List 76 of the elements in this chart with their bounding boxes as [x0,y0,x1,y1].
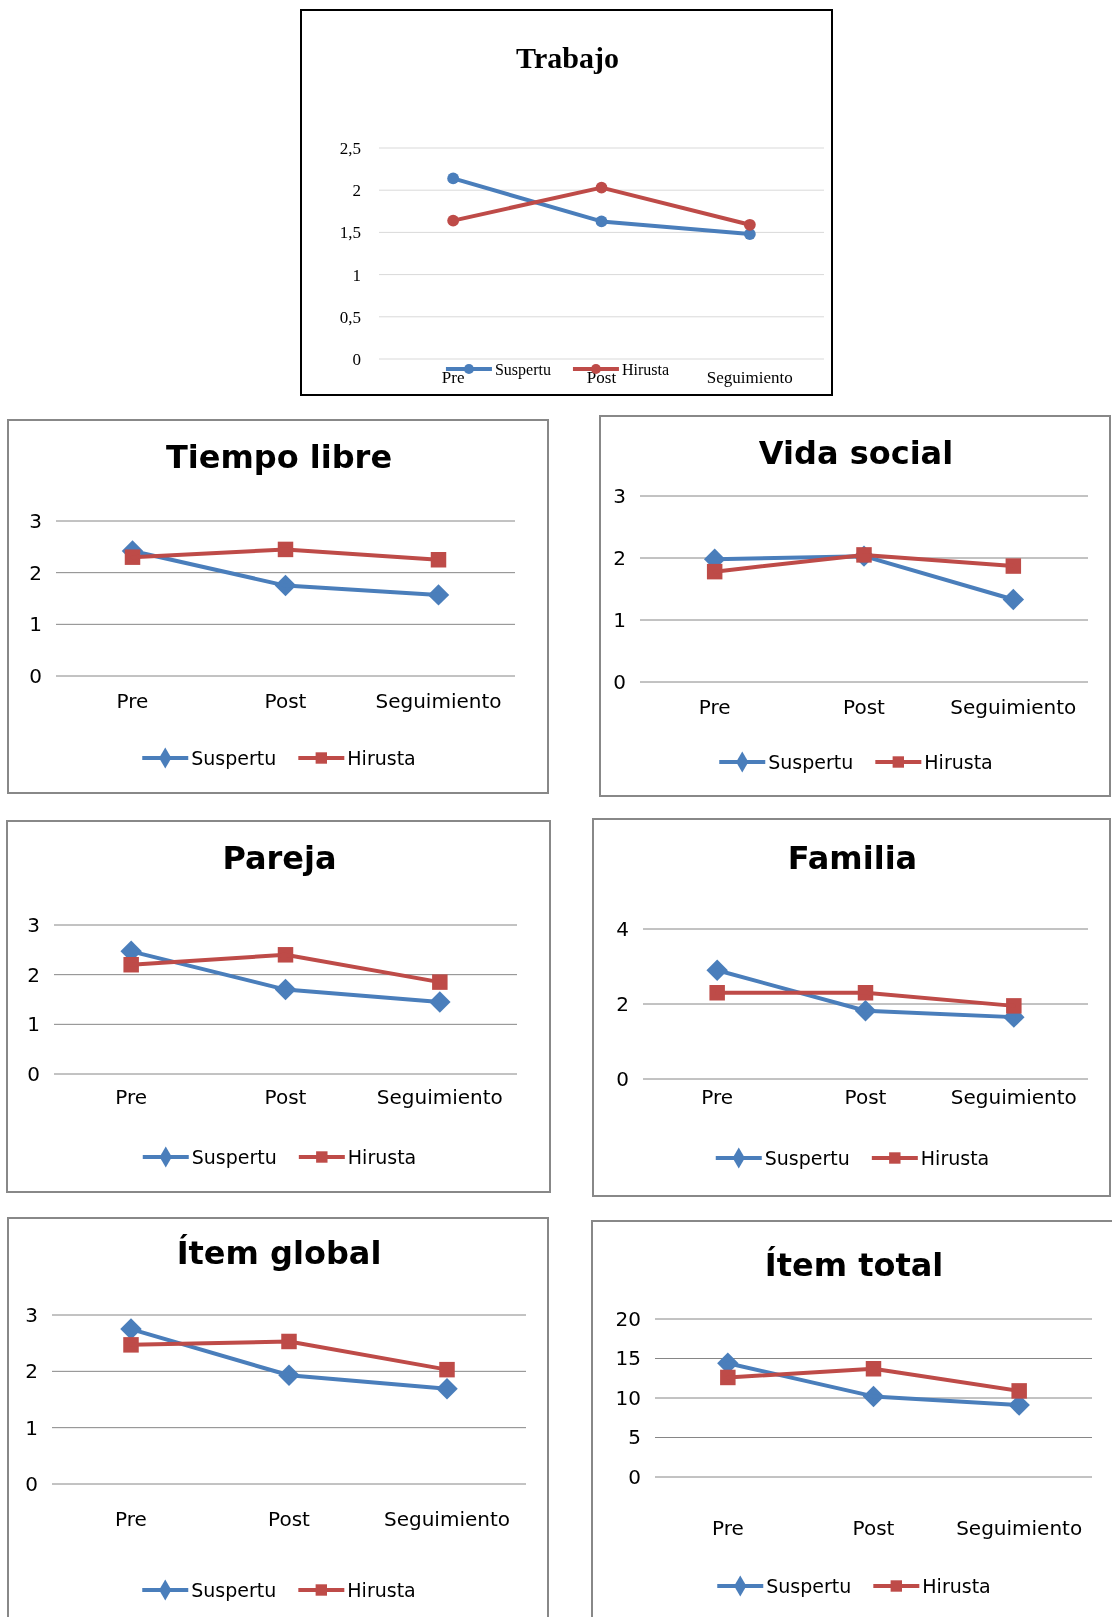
x-tick-label: Post [852,1516,895,1540]
y-tick-label: 0 [616,1066,629,1091]
y-tick-label: 0 [628,1464,641,1489]
chart-title: Pareja [222,839,337,877]
y-tick-label: 10 [615,1385,641,1410]
y-tick-label: 1 [613,607,626,632]
x-tick-label: Post [843,695,886,719]
y-tick-label: 1 [25,1415,38,1440]
legend-label: Hirusta [922,1574,991,1597]
y-tick-label: 2 [613,545,626,570]
x-tick-label: Post [264,1085,307,1109]
legend-label: Hirusta [621,360,670,378]
chart-title: Trabajo [516,41,619,74]
x-tick-label: Seguimiento [376,1085,503,1109]
y-tick-label: 0 [27,1061,40,1086]
x-tick-label: Pre [115,1507,147,1531]
legend-label: Suspertu [494,360,551,379]
x-tick-label: Post [268,1507,311,1531]
y-tick-label: 20 [615,1306,641,1331]
x-tick-label: Pre [116,689,149,713]
x-tick-label: Seguimiento [383,1507,511,1531]
y-tick-label: 2,5 [339,138,361,158]
x-tick-label: Pre [698,695,731,719]
y-tick-label: 3 [29,508,42,533]
legend-label: Suspertu [191,1578,277,1601]
legend-label: Suspertu [768,750,854,773]
y-tick-label: 0,5 [339,307,361,327]
legend-label: Hirusta [347,1578,416,1601]
y-tick-label: 0 [29,663,42,688]
y-tick-label: 2 [352,181,361,201]
y-tick-label: 5 [628,1425,641,1450]
y-tick-label: 4 [616,916,629,941]
y-tick-label: 2 [29,560,42,585]
chart-title: Vida social [758,434,954,472]
x-tick-label: Pre [441,368,465,387]
legend-label: Hirusta [347,1145,417,1168]
y-tick-label: 1 [27,1012,40,1037]
y-tick-label: 2 [27,962,40,987]
legend-label: Suspertu [191,1145,277,1168]
y-tick-label: 3 [613,483,626,508]
y-tick-label: 3 [25,1302,38,1327]
x-tick-label: Seguimiento [956,1516,1083,1540]
x-tick-label: Post [264,689,307,713]
chart-title: Familia [787,839,918,877]
x-tick-label: Pre [711,1516,744,1540]
chart-title: Ítem total [764,1246,944,1284]
legend-label: Suspertu [764,1146,850,1169]
x-tick-label: Pre [115,1085,148,1109]
y-tick-label: 3 [27,912,40,937]
y-tick-label: 0 [613,669,626,694]
y-tick-label: 2 [616,991,629,1016]
y-tick-label: 1 [352,265,361,285]
point [1006,998,1022,1014]
y-tick-label: 0 [25,1471,38,1496]
legend-label: Hirusta [920,1146,990,1169]
x-tick-label: Post [586,368,617,387]
point [1011,1383,1027,1399]
x-tick-label: Post [844,1085,887,1109]
chart-title: Ítem global [176,1234,382,1272]
y-tick-label: 15 [615,1346,641,1371]
legend-label: Hirusta [347,746,416,769]
point [432,974,448,990]
x-tick-label: Seguimiento [375,689,502,713]
point [123,1337,139,1353]
y-tick-label: 2 [25,1359,38,1384]
legend-label: Suspertu [766,1574,852,1597]
legend-label: Suspertu [191,746,277,769]
legend-label: Hirusta [924,750,993,773]
x-tick-label: Seguimiento [950,1085,1077,1109]
y-tick-label: 0 [352,349,361,369]
y-tick-label: 1 [29,612,42,637]
x-tick-label: Seguimiento [706,368,793,387]
chart-title: Tiempo libre [165,438,393,476]
x-tick-label: Seguimiento [950,695,1077,719]
x-tick-label: Pre [701,1085,734,1109]
y-tick-label: 1,5 [339,223,361,243]
